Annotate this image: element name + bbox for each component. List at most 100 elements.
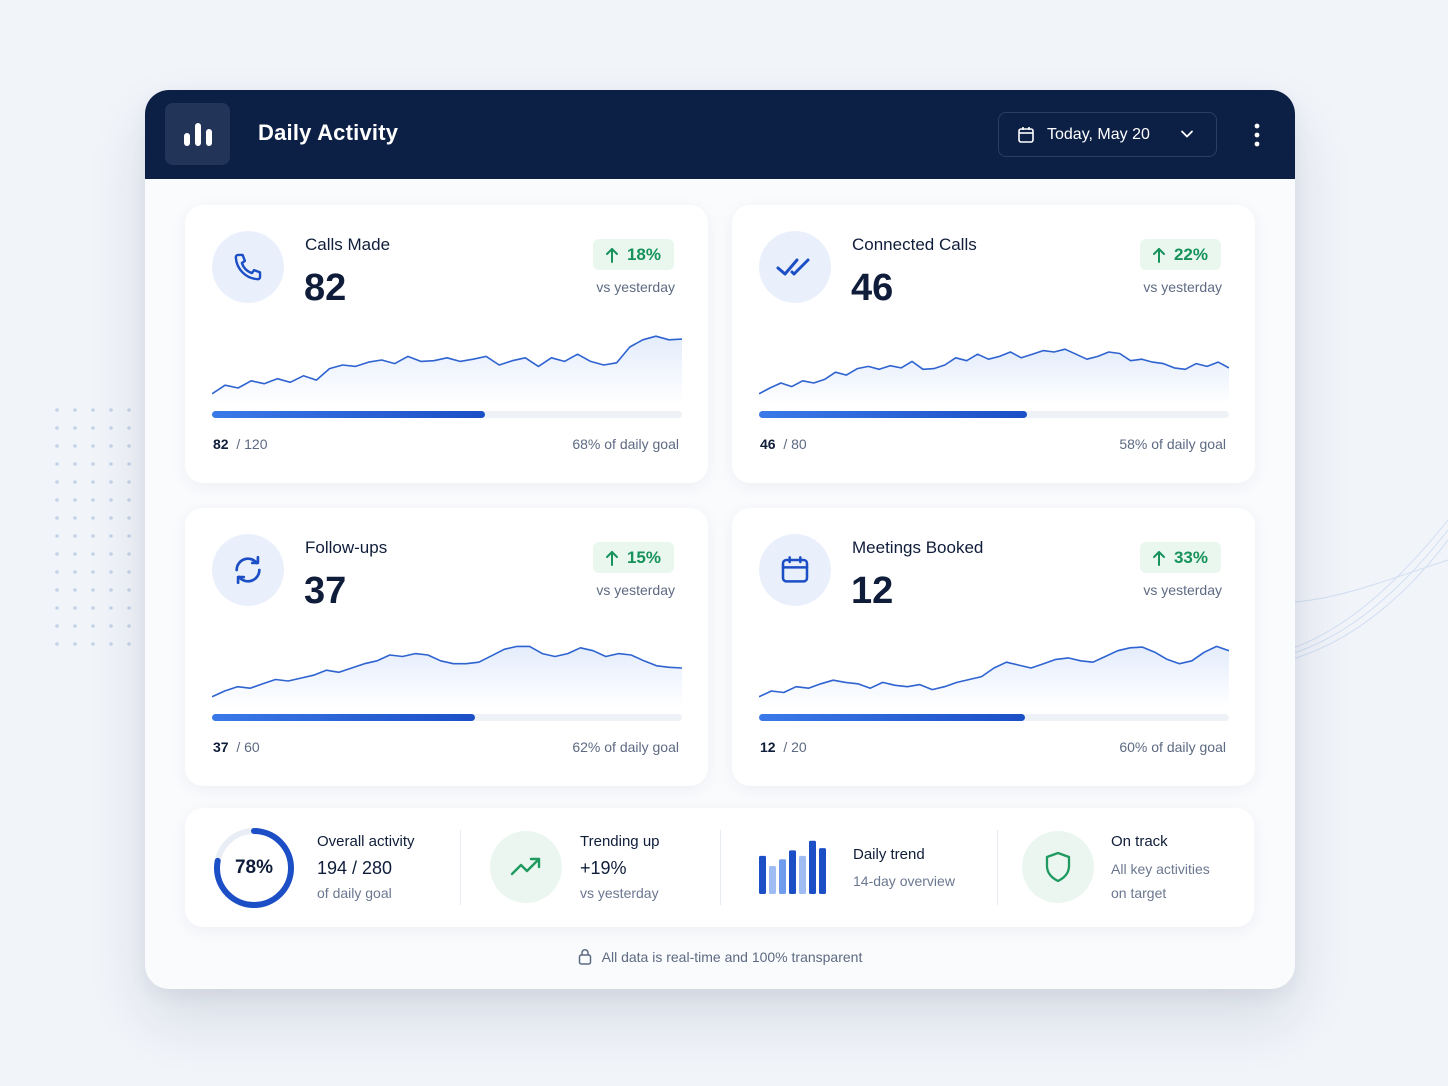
sparkline-line xyxy=(212,335,682,395)
progress-count: 12 / 20 xyxy=(760,739,807,755)
change-value: 33% xyxy=(1173,547,1208,567)
chevron-down-icon xyxy=(1180,127,1194,141)
progress-count: 82 / 120 xyxy=(213,436,268,452)
overall-percent: 78% xyxy=(234,857,274,878)
summary-divider xyxy=(720,830,721,905)
sparkline-area xyxy=(212,336,682,405)
sparkline-area xyxy=(212,646,682,708)
phone-icon xyxy=(212,231,284,303)
sparkline-line xyxy=(759,645,1229,698)
card-title: Connected Calls xyxy=(852,235,977,254)
mini-bar xyxy=(779,859,786,894)
progress-track xyxy=(759,714,1229,721)
overall-label: Overall activity xyxy=(317,833,415,850)
date-picker[interactable]: Today, May 20 xyxy=(998,112,1217,157)
sparkline-chart xyxy=(759,645,1229,708)
card-title: Calls Made xyxy=(305,235,391,254)
lock-icon xyxy=(578,949,591,965)
change-value: 18% xyxy=(626,244,661,264)
decorative-dot-grid xyxy=(55,408,131,646)
panel-header: Daily Activity Today, May 20 xyxy=(145,90,1295,179)
change-badge: 22% xyxy=(1139,239,1221,270)
more-options-icon[interactable] xyxy=(1245,122,1269,148)
goal-percent: 68% of daily goal xyxy=(572,436,679,452)
progress-track xyxy=(759,411,1229,418)
shield-icon xyxy=(1022,831,1094,903)
progress-fill xyxy=(212,411,485,418)
arrow-up-icon xyxy=(605,247,618,263)
change-value: 22% xyxy=(1173,244,1208,264)
change-caption: vs yesterday xyxy=(1143,582,1222,598)
on-track-line1: All key activities xyxy=(1111,861,1210,877)
mini-bar xyxy=(799,855,806,894)
overall-value: 194 / 280 xyxy=(317,858,393,878)
progress-track xyxy=(212,411,682,418)
trending-label: Trending up xyxy=(580,833,660,850)
summary-strip: 78% Overall activity 194 / 280 of daily … xyxy=(185,808,1254,927)
trending-sub: vs yesterday xyxy=(580,885,659,901)
progress-track xyxy=(212,714,682,721)
footer-note: All data is real-time and 100% transpare… xyxy=(145,948,1295,965)
mini-bar xyxy=(809,840,816,894)
mini-bar xyxy=(769,866,776,894)
calendar-icon xyxy=(759,534,831,606)
progress-fill xyxy=(759,411,1027,418)
date-picker-label: Today, May 20 xyxy=(1047,125,1150,143)
bar-chart-icon xyxy=(759,840,826,894)
change-badge: 33% xyxy=(1139,542,1221,573)
change-caption: vs yesterday xyxy=(596,279,675,295)
daily-trend-label: Daily trend xyxy=(853,846,925,863)
trending-value: +19% xyxy=(580,858,627,878)
progress-fill xyxy=(759,714,1025,721)
summary-divider xyxy=(460,830,461,905)
progress-count: 46 / 80 xyxy=(760,436,807,452)
sparkline-area xyxy=(759,646,1229,708)
arrow-up-icon xyxy=(1152,247,1165,263)
mini-bar xyxy=(789,850,796,894)
calendar-icon xyxy=(1017,126,1035,144)
change-badge: 15% xyxy=(592,542,674,573)
mini-bar xyxy=(759,855,766,894)
progress-count: 37 / 60 xyxy=(213,739,260,755)
goal-percent: 62% of daily goal xyxy=(572,739,679,755)
card-value: 82 xyxy=(304,267,347,309)
arrow-up-icon xyxy=(1152,550,1165,566)
change-caption: vs yesterday xyxy=(596,582,675,598)
card-title: Meetings Booked xyxy=(852,538,984,557)
mini-bar xyxy=(819,848,826,894)
daily-activity-panel: Daily Activity Today, May 20 xyxy=(145,90,1295,989)
card-title: Follow-ups xyxy=(305,538,388,557)
card-value: 12 xyxy=(851,570,894,612)
sparkline-line xyxy=(212,645,682,698)
sparkline-chart xyxy=(212,335,682,405)
trend-up-icon xyxy=(490,831,562,903)
page-title: Daily Activity xyxy=(258,120,399,145)
metric-card-calls-made[interactable]: Calls Made 82 18% vs yesterday 82 / 120 … xyxy=(185,205,708,483)
footer-note-text: All data is real-time and 100% transpare… xyxy=(601,948,863,965)
sparkline-line xyxy=(759,348,1229,395)
sparkline-chart xyxy=(759,348,1229,405)
on-track-line2: on target xyxy=(1111,885,1167,901)
daily-trend-sub: 14-day overview xyxy=(853,873,955,889)
change-caption: vs yesterday xyxy=(1143,279,1222,295)
summary-trending-up: Trending up +19% vs yesterday xyxy=(461,808,719,927)
metric-card-connected-calls[interactable]: Connected Calls 46 22% vs yesterday 46 /… xyxy=(732,205,1255,483)
summary-overall-activity: 78% Overall activity 194 / 280 of daily … xyxy=(185,808,460,927)
bar-chart-logo-icon xyxy=(183,123,212,146)
goal-percent: 60% of daily goal xyxy=(1119,739,1226,755)
progress-fill xyxy=(212,714,476,721)
overall-sub: of daily goal xyxy=(317,885,392,901)
metric-card-meetings-booked[interactable]: Meetings Booked 12 33% vs yesterday 12 /… xyxy=(732,508,1255,786)
metric-card-follow-ups[interactable]: Follow-ups 37 15% vs yesterday 37 / 60 6… xyxy=(185,508,708,786)
card-value: 46 xyxy=(851,267,894,309)
refresh-icon xyxy=(212,534,284,606)
arrow-up-icon xyxy=(605,550,618,566)
overall-progress-ring xyxy=(214,828,294,908)
summary-daily-trend: Daily trend 14-day overview xyxy=(721,808,997,927)
sparkline-chart xyxy=(212,645,682,708)
sparkline-area xyxy=(759,349,1229,405)
on-track-label: On track xyxy=(1111,833,1168,850)
summary-divider xyxy=(997,830,998,905)
change-value: 15% xyxy=(626,547,661,567)
goal-percent: 58% of daily goal xyxy=(1119,436,1226,452)
